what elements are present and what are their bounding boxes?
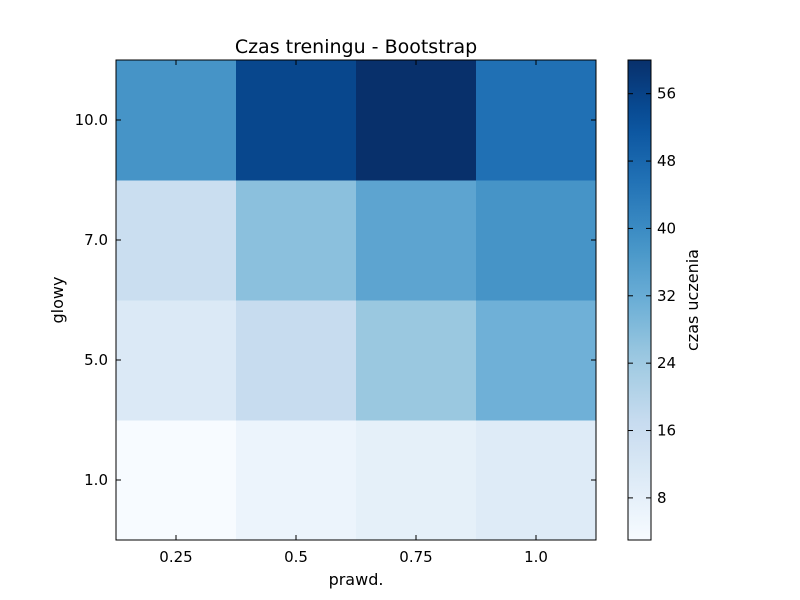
heatmap-cell — [236, 300, 357, 421]
heatmap-cell — [356, 180, 477, 301]
colorbar-tick-label: 24 — [657, 354, 676, 372]
plot-frame — [115, 59, 597, 541]
heatmap-cell — [476, 60, 597, 181]
colorbar-tick-label: 32 — [657, 287, 676, 305]
colorbar — [627, 59, 652, 541]
colorbar-tick-label: 48 — [657, 152, 676, 170]
y-tick-label: 5.0 — [84, 351, 108, 369]
heatmap-cells — [116, 60, 597, 541]
heatmap-cell — [476, 420, 597, 541]
heatmap-cell — [356, 60, 477, 181]
y-tick-label: 7.0 — [84, 231, 108, 249]
heatmap-cell — [116, 420, 237, 541]
heatmap-cell — [236, 420, 357, 541]
heatmap-cell — [476, 300, 597, 421]
heatmap-cell — [356, 300, 477, 421]
colorbar-tick-label: 56 — [657, 85, 676, 103]
y-axis-label: glowy — [48, 277, 67, 324]
colorbar-ticks: 8 16 24 32 40 48 56 — [628, 85, 676, 507]
x-tick-label: 0.5 — [284, 548, 308, 566]
x-tick-label: 0.25 — [159, 548, 192, 566]
x-tick-label: 0.75 — [399, 548, 432, 566]
heatmap-cell — [356, 420, 477, 541]
heatmap-cell — [476, 180, 597, 301]
heatmap-cell — [236, 60, 357, 181]
heatmap-cell — [116, 300, 237, 421]
colorbar-tick-label: 40 — [657, 219, 676, 237]
y-tick-label: 10.0 — [75, 111, 108, 129]
y-tick-label: 1.0 — [84, 471, 108, 489]
x-tick-label: 1.0 — [524, 548, 548, 566]
heatmap-cell — [236, 180, 357, 301]
x-axis-label: prawd. — [329, 570, 384, 589]
colorbar-tick-label: 16 — [657, 422, 676, 440]
colorbar-tick-label: 8 — [657, 489, 667, 507]
axes: 0.25 0.5 0.75 1.0 1.0 5.0 7.0 10.0 — [75, 60, 596, 566]
colorbar-label: czas uczenia — [683, 249, 702, 351]
heatmap-cell — [116, 60, 237, 181]
heatmap-cell — [116, 180, 237, 301]
chart-title: Czas treningu - Bootstrap — [235, 36, 477, 58]
